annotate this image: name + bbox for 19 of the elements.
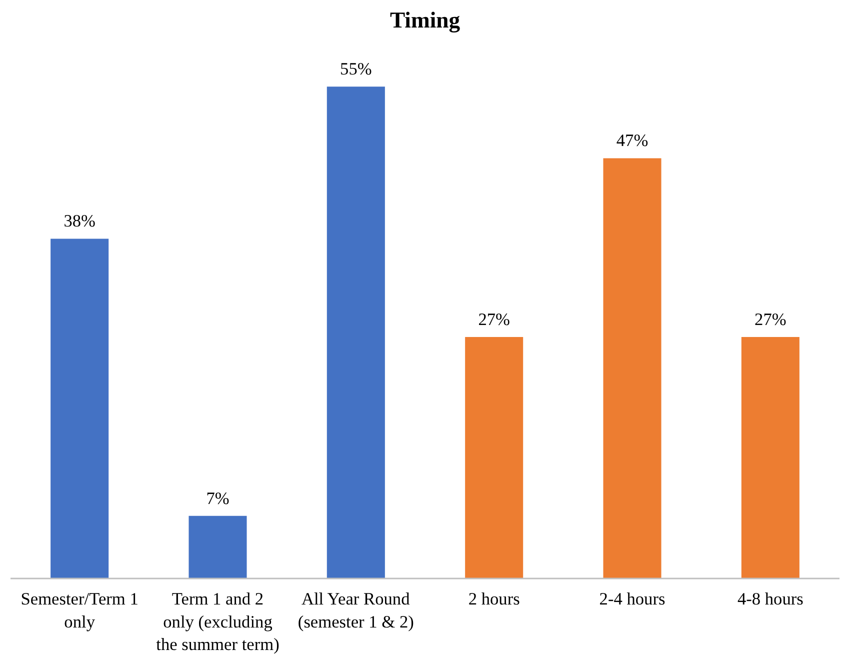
- bar: [326, 86, 385, 578]
- bar: [465, 337, 524, 578]
- bar: [50, 238, 109, 578]
- x-tick-label: 2-4 hours: [599, 590, 666, 608]
- chart-title: Timing: [390, 8, 461, 32]
- bar: [188, 516, 247, 578]
- x-tick-label: 2 hours: [468, 590, 520, 608]
- bar: [603, 158, 662, 578]
- x-tick-label: Semester/Term 1 only: [20, 590, 138, 632]
- data-label: 27%: [754, 310, 786, 330]
- data-label: 7%: [206, 488, 230, 508]
- x-tick-label: 4-8 hours: [737, 590, 804, 608]
- x-tick-label: All Year Round (semester 1 & 2): [298, 590, 414, 632]
- data-label: 27%: [478, 310, 510, 330]
- data-label: 55%: [340, 60, 372, 79]
- x-tick-label: Term 1 and 2 only (excluding the summer term): [156, 590, 280, 654]
- data-label: 38%: [64, 212, 96, 231]
- bar: [741, 337, 800, 578]
- data-label: 47%: [616, 131, 648, 150]
